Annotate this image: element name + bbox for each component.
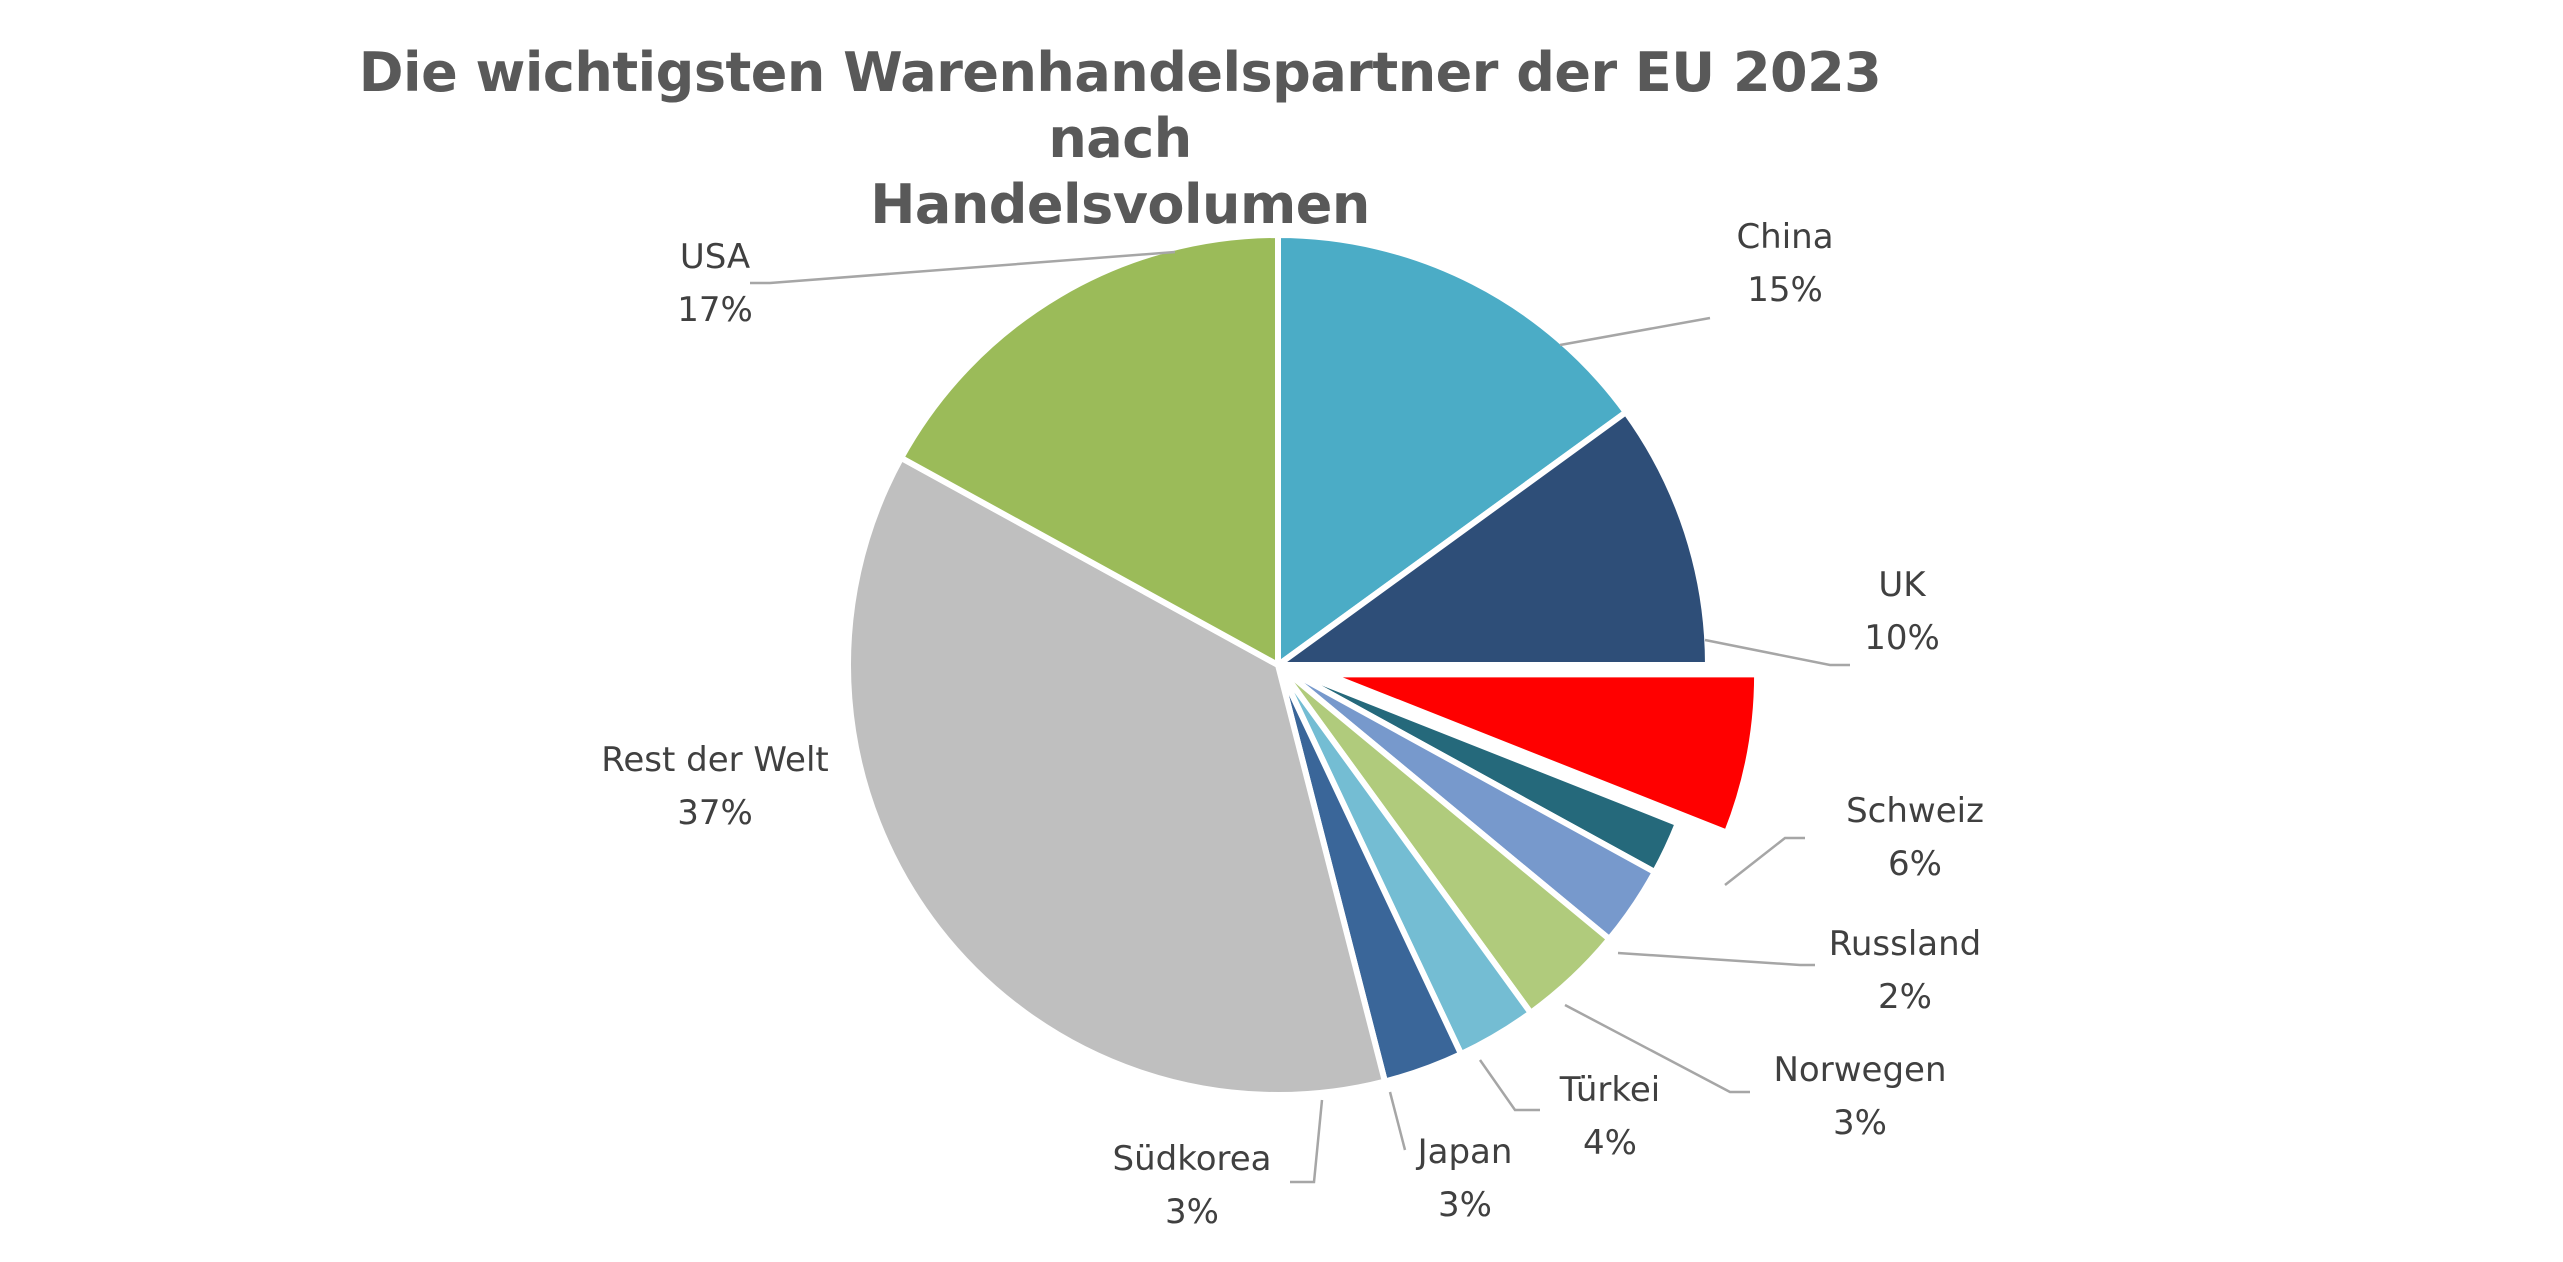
slice-label-value-russland: 2%: [1878, 977, 1932, 1017]
slice-china: [1275, 232, 1629, 668]
leader-line-russland: [1617, 951, 1815, 967]
slice-usa: [898, 232, 1281, 668]
leader-line-uk: [1704, 638, 1850, 667]
slice-uk: [1275, 409, 1711, 668]
slice-label-name-japan: Japan: [1416, 1132, 1513, 1172]
slice-label-value-japan: 3%: [1438, 1185, 1492, 1225]
leader-line-usa: [750, 250, 1176, 285]
slice-label-name-usa: USA: [680, 237, 750, 277]
slice-label-name-rest-der-welt: Rest der Welt: [601, 740, 828, 780]
slice-label-value-schweiz: 6%: [1888, 844, 1942, 884]
leader-line-suedkorea: [1290, 1099, 1324, 1184]
slice-label-name-suedkorea: Südkorea: [1113, 1139, 1272, 1179]
slice-label-name-uk: UK: [1878, 565, 1927, 605]
slice-label-name-tuerkei: Türkei: [1559, 1070, 1660, 1110]
slice-label-value-norwegen: 3%: [1833, 1103, 1887, 1143]
slice-label-value-tuerkei: 4%: [1583, 1123, 1637, 1163]
slice-label-name-china: China: [1736, 217, 1833, 257]
leader-lines: [750, 250, 1850, 1184]
slice-label-name-schweiz: Schweiz: [1846, 791, 1984, 831]
chart-title-line-2: Handelsvolumen: [870, 173, 1370, 236]
slice-label-name-russland: Russland: [1829, 924, 1982, 964]
chart-title-line-1: Die wichtigsten Warenhandelspartner der …: [358, 41, 1882, 170]
leader-line-norwegen: [1564, 1003, 1750, 1094]
leader-line-schweiz: [1724, 836, 1805, 886]
slice-label-name-norwegen: Norwegen: [1774, 1050, 1947, 1090]
slice-label-value-usa: 17%: [677, 290, 753, 330]
slice-label-value-suedkorea: 3%: [1165, 1192, 1219, 1232]
leader-line-china: [1559, 316, 1711, 347]
slice-label-value-rest-der-welt: 37%: [677, 793, 753, 833]
chart-title: Die wichtigsten Warenhandelspartner der …: [280, 40, 1960, 238]
slice-labels: China 15% UK 10% Schweiz 6% Russland 2% Norwegen…: [601, 217, 1984, 1232]
slice-rest-der-welt: [845, 454, 1388, 1098]
leader-line-japan: [1388, 1091, 1407, 1151]
slice-label-value-uk: 10%: [1864, 618, 1940, 658]
slice-label-value-china: 15%: [1747, 270, 1823, 310]
leader-line-tuerkei: [1478, 1059, 1540, 1112]
pie-slices: [845, 232, 1761, 1098]
slice-schweiz: [1324, 671, 1761, 836]
